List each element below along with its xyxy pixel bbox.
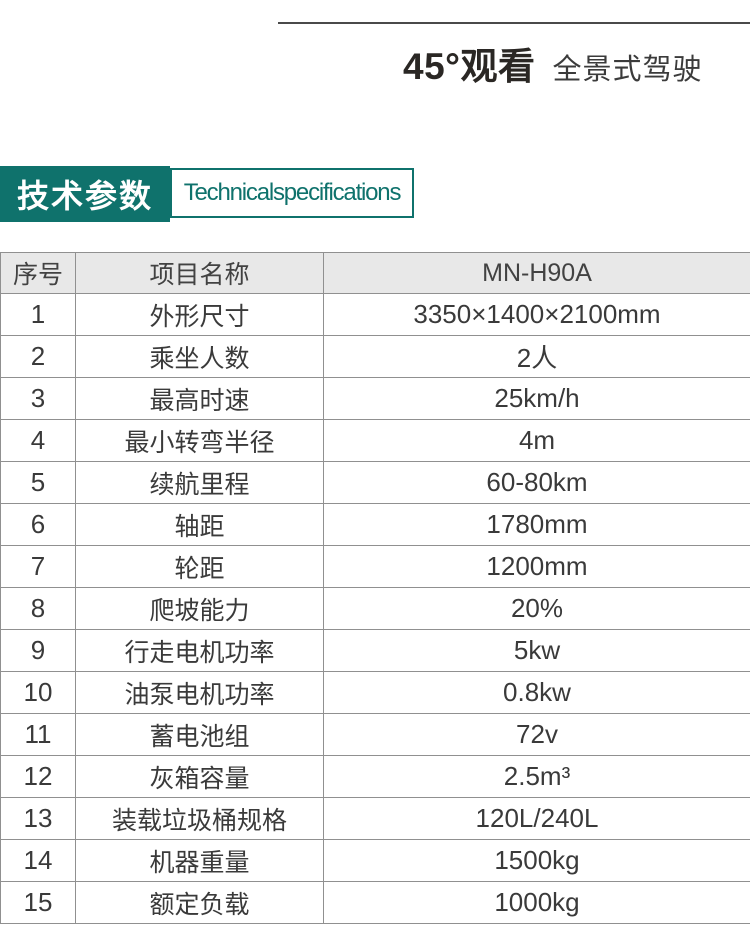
item-value-cell: 1780mm — [323, 503, 750, 546]
row-number: 3 — [0, 377, 76, 420]
item-value-cell: 1200mm — [323, 545, 750, 588]
table-row: 8 爬坡能力 20% — [0, 587, 750, 630]
item-name-cell: 最小转弯半径 — [75, 419, 324, 462]
item-name-cell: 行走电机功率 — [75, 629, 324, 672]
item-value-cell: 2人 — [323, 335, 750, 378]
item-name-cell: 蓄电池组 — [75, 713, 324, 756]
item-value-cell: 72v — [323, 713, 750, 756]
table-row: 6 轴距 1780mm — [0, 503, 750, 546]
col-header-item: 项目名称 — [75, 252, 324, 294]
table-row: 14 机器重量 1500kg — [0, 839, 750, 882]
page-title: 45°观看 全景式驾驶 — [403, 46, 702, 88]
table-row: 12 灰箱容量 2.5m³ — [0, 755, 750, 798]
row-number: 7 — [0, 545, 76, 588]
table-row: 15 额定负载 1000kg — [0, 881, 750, 924]
item-value-cell: 1000kg — [323, 881, 750, 924]
table-row: 2 乘坐人数 2人 — [0, 335, 750, 378]
item-name-cell: 乘坐人数 — [75, 335, 324, 378]
item-name-cell: 油泵电机功率 — [75, 671, 324, 714]
table-row: 4 最小转弯半径 4m — [0, 419, 750, 462]
table-row: 3 最高时速 25km/h — [0, 377, 750, 420]
row-number: 8 — [0, 587, 76, 630]
item-value-cell: 1500kg — [323, 839, 750, 882]
row-number: 4 — [0, 419, 76, 462]
row-number: 14 — [0, 839, 76, 882]
row-number: 9 — [0, 629, 76, 672]
item-value-cell: 120L/240L — [323, 797, 750, 840]
section-title-zh: 技术参数 — [0, 166, 170, 222]
table-row: 1 外形尺寸 3350×1400×2100mm — [0, 293, 750, 336]
row-number: 13 — [0, 797, 76, 840]
table-row: 7 轮距 1200mm — [0, 545, 750, 588]
item-name-cell: 装载垃圾桶规格 — [75, 797, 324, 840]
item-name-cell: 轴距 — [75, 503, 324, 546]
item-value-cell: 20% — [323, 587, 750, 630]
table-row: 11 蓄电池组 72v — [0, 713, 750, 756]
item-value-cell: 4m — [323, 419, 750, 462]
item-name-cell: 爬坡能力 — [75, 587, 324, 630]
item-value-cell: 60-80km — [323, 461, 750, 504]
spec-table: 序号 项目名称 MN-H90A 1 外形尺寸 3350×1400×2100mm 2 乘坐… — [0, 252, 750, 924]
item-value-cell: 3350×1400×2100mm — [323, 293, 750, 336]
row-number: 12 — [0, 755, 76, 798]
title-subtitle: 全景式驾驶 — [552, 54, 703, 86]
item-name-cell: 灰箱容量 — [75, 755, 324, 798]
section-title-en: Technicalspecifications — [170, 168, 414, 218]
col-header-model: MN-H90A — [323, 252, 750, 294]
item-name-cell: 续航里程 — [75, 461, 324, 504]
spec-table-body: 1 外形尺寸 3350×1400×2100mm 2 乘坐人数 2人 3 最高时速 25km/h 4… — [0, 293, 750, 924]
title-view-angle: 45°观看 — [403, 46, 536, 87]
item-value-cell: 5kw — [323, 629, 750, 672]
row-number: 6 — [0, 503, 76, 546]
item-name-cell: 最高时速 — [75, 377, 324, 420]
table-row: 5 续航里程 60-80km — [0, 461, 750, 504]
row-number: 15 — [0, 881, 76, 924]
table-header-row: 序号 项目名称 MN-H90A — [0, 252, 750, 294]
item-name-cell: 额定负载 — [75, 881, 324, 924]
row-number: 5 — [0, 461, 76, 504]
item-name-cell: 机器重量 — [75, 839, 324, 882]
item-value-cell: 0.8kw — [323, 671, 750, 714]
item-name-cell: 外形尺寸 — [75, 293, 324, 336]
row-number: 10 — [0, 671, 76, 714]
row-number: 11 — [0, 713, 76, 756]
table-row: 13 装载垃圾桶规格 120L/240L — [0, 797, 750, 840]
col-header-no: 序号 — [0, 252, 76, 294]
table-row: 9 行走电机功率 5kw — [0, 629, 750, 672]
top-divider-line — [278, 22, 750, 24]
row-number: 2 — [0, 335, 76, 378]
item-name-cell: 轮距 — [75, 545, 324, 588]
table-row: 10 油泵电机功率 0.8kw — [0, 671, 750, 714]
item-value-cell: 25km/h — [323, 377, 750, 420]
item-value-cell: 2.5m³ — [323, 755, 750, 798]
row-number: 1 — [0, 293, 76, 336]
